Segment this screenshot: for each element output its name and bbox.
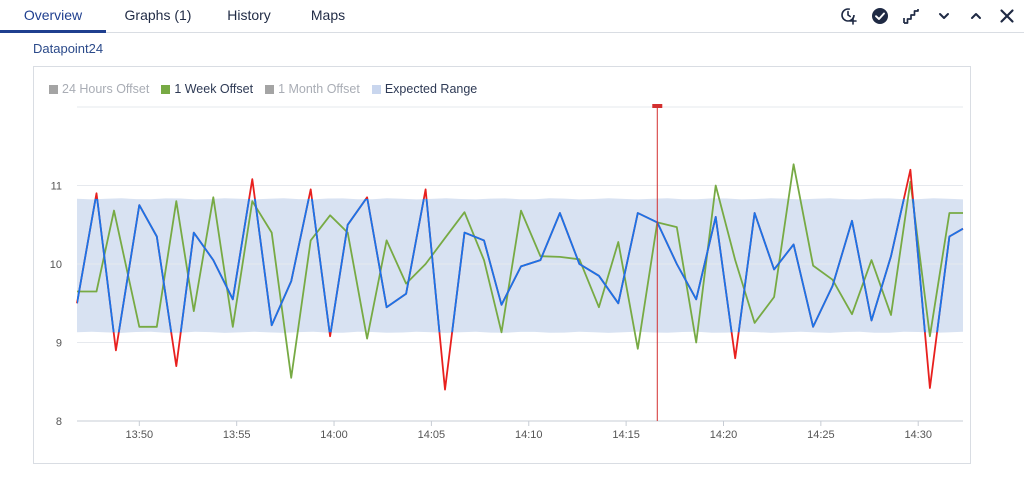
legend-item-24-hours-offset[interactable]: 24 Hours Offset	[49, 82, 149, 96]
x-tick-label: 14:10	[515, 429, 543, 441]
legend-item-1-month-offset[interactable]: 1 Month Offset	[265, 82, 360, 96]
tab-overview[interactable]: Overview	[0, 0, 106, 33]
datapoint-title: Datapoint24	[33, 41, 104, 56]
line-chart: 8 9 10 11 13:50 13:55 14:00 14:05 14:10 14:15 14:2…	[50, 104, 964, 441]
legend-label: 1 Week Offset	[174, 82, 254, 96]
chart-card: 8 9 10 11 13:50 13:55 14:00 14:05 14:10 14:15 14:2…	[33, 66, 971, 464]
x-tick-label: 13:55	[223, 429, 251, 441]
x-tick-label: 14:05	[418, 429, 446, 441]
close-icon[interactable]	[996, 5, 1018, 27]
clock-plus-icon[interactable]	[838, 5, 860, 27]
check-circle-icon[interactable]	[869, 5, 891, 27]
legend-swatch	[161, 84, 171, 94]
tab-maps[interactable]: Maps	[310, 7, 346, 23]
tab-graphs[interactable]: Graphs (1)	[124, 7, 192, 23]
y-tick-label: 10	[50, 259, 62, 271]
chevron-up-icon[interactable]	[965, 5, 987, 27]
x-tick-label: 14:30	[904, 429, 932, 441]
series-line-actual	[77, 198, 963, 333]
chevron-down-icon[interactable]	[933, 5, 955, 27]
expected-range-band	[77, 198, 963, 333]
legend-label: Expected Range	[384, 82, 478, 96]
legend-label: 24 Hours Offset	[62, 82, 150, 96]
y-tick-label: 11	[51, 181, 62, 193]
chart-legend: 24 Hours Offset 1 Week Offset 1 Month Of…	[49, 81, 489, 97]
x-tick-label: 13:50	[126, 429, 154, 441]
y-tick-label: 9	[56, 338, 62, 350]
legend-swatch	[265, 84, 275, 94]
x-tick-label: 14:20	[710, 429, 738, 441]
legend-item-expected-range[interactable]: Expected Range	[371, 82, 478, 96]
tab-bar: Overview Graphs (1) History Maps	[0, 0, 1024, 33]
time-marker-handle	[652, 104, 663, 108]
x-tick-label: 14:00	[320, 429, 348, 441]
stairs-icon[interactable]	[900, 5, 922, 27]
legend-swatch	[371, 84, 381, 94]
legend-item-1-week-offset[interactable]: 1 Week Offset	[161, 82, 253, 96]
legend-label: 1 Month Offset	[278, 82, 360, 96]
x-tick-label: 14:25	[807, 429, 835, 441]
series-line-1-week-offset	[77, 163, 963, 379]
y-tick-label: 8	[56, 416, 62, 428]
legend-swatch	[49, 84, 58, 94]
x-tick-label: 14:15	[612, 429, 640, 441]
tab-history[interactable]: History	[227, 7, 271, 23]
